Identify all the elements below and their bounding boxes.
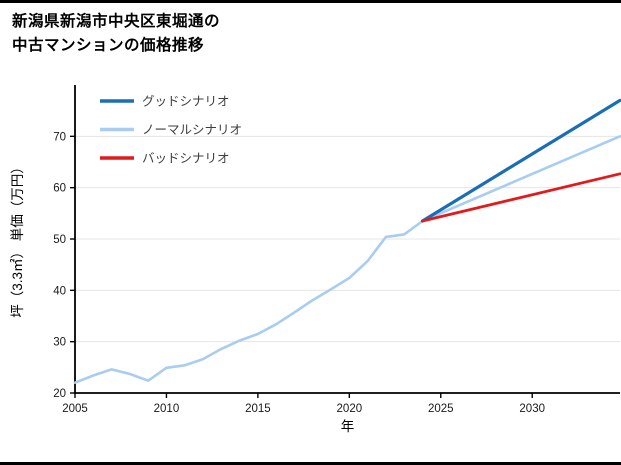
series-line-normal — [73, 135, 621, 385]
y-tick-label: 50 — [53, 234, 66, 246]
series-line-bad — [421, 172, 621, 223]
chart-title: 新潟県新潟市中央区東堀通の 中古マンションの価格推移 — [12, 10, 220, 58]
x-tick-label: 2030 — [519, 403, 545, 415]
legend-label: グッドシナリオ — [142, 95, 230, 109]
x-tick-label: 2005 — [62, 403, 88, 415]
chart-title-line-2: 中古マンションの価格推移 — [12, 37, 205, 55]
legend-item-0: グッドシナリオ — [100, 95, 230, 109]
bottom-border — [0, 462, 621, 465]
legend-item-1: ノーマルシナリオ — [100, 123, 242, 137]
x-tick-label: 2025 — [428, 403, 454, 415]
x-tick-label: 2020 — [337, 403, 363, 415]
y-tick-label: 70 — [53, 131, 66, 143]
y-tick-label: 60 — [53, 183, 66, 195]
top-border — [0, 0, 621, 3]
y-tick-label: 40 — [53, 285, 66, 297]
series-line-good — [420, 98, 621, 223]
x-tick-label: 2015 — [245, 403, 271, 415]
y-tick-label: 20 — [53, 388, 66, 400]
legend-item-2: バッドシナリオ — [100, 152, 230, 166]
x-tick-label: 2010 — [154, 403, 180, 415]
legend-label: バッドシナリオ — [142, 152, 230, 166]
x-axis-label: 年 — [341, 419, 355, 434]
y-tick-label: 30 — [53, 337, 66, 349]
legend-label: ノーマルシナリオ — [142, 123, 242, 137]
y-axis-label: 坪（3.3㎡） 単価（万円） — [10, 160, 25, 318]
chart-title-line-1: 新潟県新潟市中央区東堀通の — [12, 13, 221, 30]
